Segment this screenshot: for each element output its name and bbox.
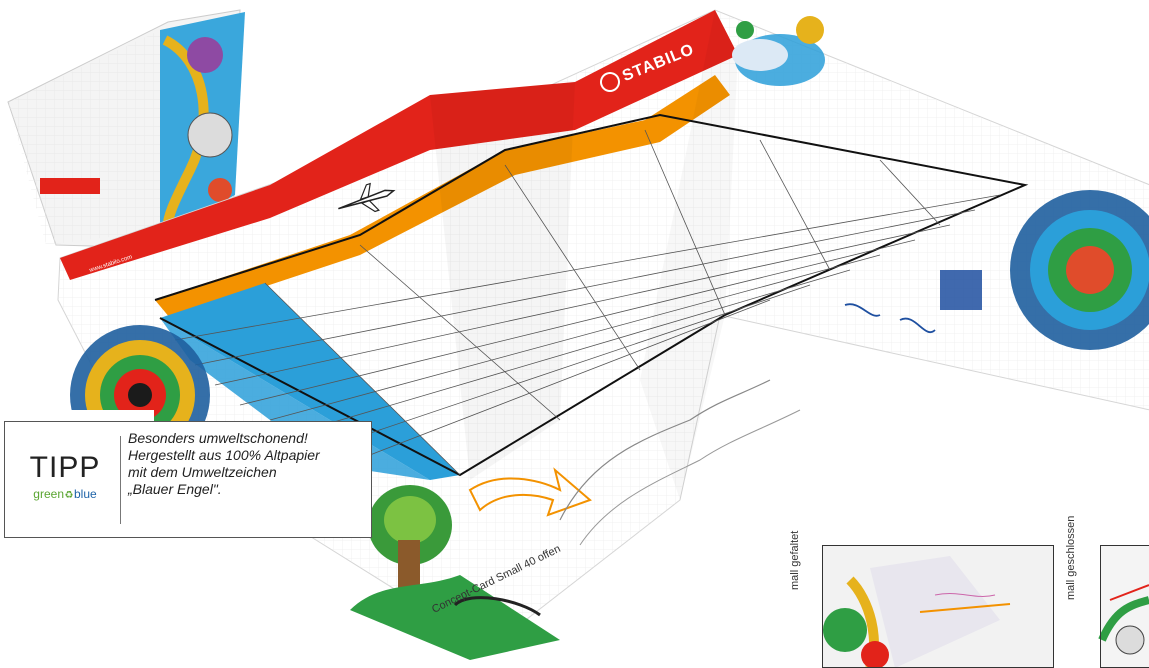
tip-badge: TIPP green♻blue bbox=[15, 452, 115, 502]
cloud-ornament bbox=[732, 16, 825, 86]
thumb-closed-content bbox=[1098, 546, 1149, 668]
tip-line: „Blauer Engel". bbox=[128, 481, 222, 497]
tip-line: Hergestellt aus 100% Altpapier bbox=[128, 447, 320, 463]
airplane-icon bbox=[338, 182, 396, 213]
handwriting-doodle bbox=[559, 379, 771, 521]
tip-text: Besonders umweltschonend! Hergestellt au… bbox=[128, 430, 368, 498]
tip-divider bbox=[120, 436, 121, 524]
tip-line: mit dem Umweltzeichen bbox=[128, 464, 277, 480]
logo-blue-text: blue bbox=[74, 487, 97, 501]
thumb-folded-content bbox=[823, 546, 1054, 668]
timetable-grid-outline bbox=[154, 113, 1029, 477]
timetable-grid-lines bbox=[174, 129, 1001, 476]
folded-thumbnail-frame bbox=[822, 545, 1054, 668]
closed-thumbnail-frame bbox=[1100, 545, 1149, 668]
orange-header-band bbox=[155, 75, 730, 318]
logo-green-text: green bbox=[33, 487, 64, 501]
concept-card-standing bbox=[7, 9, 245, 251]
card-brand-badge bbox=[40, 178, 100, 194]
tip-line: Besonders umweltschonend! bbox=[128, 430, 308, 446]
caption-folded: mall gefaltet bbox=[789, 530, 801, 590]
green-blue-logo: green♻blue bbox=[15, 486, 115, 502]
recycle-icon: ♻ bbox=[64, 490, 74, 501]
arrow-doodle-icon bbox=[468, 467, 592, 517]
mandala-ornament-right bbox=[1010, 190, 1149, 350]
blue-column bbox=[160, 283, 460, 480]
caption-closed: mall geschlossen bbox=[1065, 515, 1077, 600]
tree-illustration bbox=[350, 485, 560, 660]
tip-box: TIPP green♻blue Besonders umweltschonend… bbox=[4, 421, 372, 538]
logo-sketch bbox=[940, 270, 982, 310]
tip-title: TIPP bbox=[29, 451, 101, 484]
brand-banner bbox=[60, 10, 738, 280]
